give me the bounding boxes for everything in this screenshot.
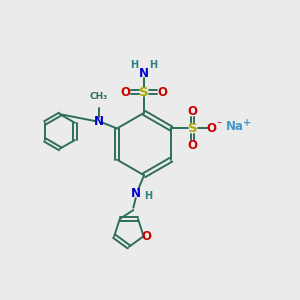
- Text: H: H: [149, 60, 158, 70]
- Text: Na: Na: [226, 121, 244, 134]
- Text: +: +: [243, 118, 251, 128]
- Text: H: H: [144, 191, 152, 201]
- Text: N: N: [139, 67, 149, 80]
- Text: O: O: [141, 230, 151, 243]
- Text: O: O: [207, 122, 217, 135]
- Text: O: O: [158, 85, 167, 98]
- Text: S: S: [188, 122, 197, 135]
- Text: N: N: [131, 187, 141, 200]
- Text: ⁻: ⁻: [216, 120, 221, 130]
- Text: H: H: [130, 60, 139, 70]
- Text: O: O: [188, 105, 197, 118]
- Text: O: O: [188, 139, 197, 152]
- Text: O: O: [121, 85, 130, 98]
- Text: CH₃: CH₃: [89, 92, 108, 101]
- Text: S: S: [139, 85, 149, 98]
- Text: N: N: [94, 115, 103, 128]
